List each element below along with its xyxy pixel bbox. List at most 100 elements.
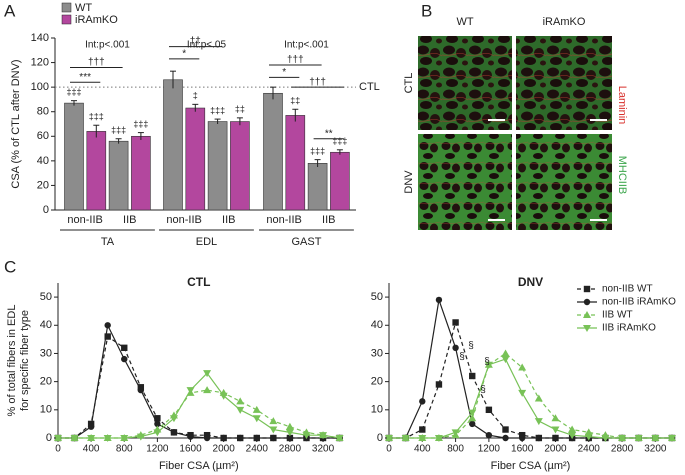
y-tick-label: 10 bbox=[371, 404, 383, 416]
marker bbox=[552, 434, 559, 442]
x-tick-label: 2000 bbox=[213, 444, 236, 455]
annotation: § bbox=[459, 352, 465, 363]
x-tick-label: IIB bbox=[222, 214, 235, 226]
group-label: EDL bbox=[196, 236, 217, 248]
y-tick-label: 30 bbox=[371, 347, 383, 359]
marker bbox=[419, 398, 426, 405]
y-tick-label: 40 bbox=[371, 319, 383, 331]
marker bbox=[418, 435, 427, 442]
panel-label: C bbox=[4, 257, 16, 276]
marker bbox=[401, 435, 410, 442]
image-wt-ctl bbox=[418, 36, 512, 130]
y-axis-label: % of total fibers in EDL bbox=[6, 305, 18, 417]
x-tick-label: non-IIB bbox=[67, 214, 102, 226]
x-tick-label: 2800 bbox=[279, 444, 302, 455]
y-tick-label: 140 bbox=[31, 32, 49, 44]
marker bbox=[534, 394, 543, 402]
legend-swatch bbox=[61, 2, 72, 13]
y-tick-label: 20 bbox=[40, 376, 52, 388]
annotation: § bbox=[480, 385, 486, 396]
column-label: WT bbox=[456, 16, 473, 28]
annotation: § bbox=[468, 341, 474, 352]
marker bbox=[137, 386, 145, 394]
legend-swatch bbox=[61, 14, 72, 25]
marker bbox=[468, 409, 477, 417]
marker bbox=[551, 426, 560, 434]
marker bbox=[70, 435, 79, 442]
significance-mark: ‡‡ bbox=[235, 104, 245, 114]
bracket-label: * bbox=[182, 49, 186, 60]
column-label: iRAmKO bbox=[543, 16, 586, 28]
marker bbox=[634, 435, 643, 442]
y-tick-label: 120 bbox=[31, 56, 49, 68]
bar bbox=[263, 92, 283, 211]
row-label: DNV bbox=[403, 170, 415, 194]
marker bbox=[535, 434, 543, 442]
x-tick-label: 400 bbox=[83, 444, 100, 455]
marker bbox=[203, 434, 211, 442]
bar bbox=[230, 121, 250, 211]
marker bbox=[385, 435, 393, 442]
marker bbox=[584, 433, 593, 441]
marker bbox=[104, 322, 111, 329]
series-line bbox=[389, 320, 672, 439]
marker bbox=[121, 344, 128, 352]
chart-title: CTL bbox=[187, 275, 210, 289]
marker bbox=[452, 344, 459, 352]
x-tick-label: 800 bbox=[447, 444, 464, 455]
bracket-label: *** bbox=[79, 72, 91, 83]
marker bbox=[104, 333, 111, 340]
significance-mark: ‡‡‡ bbox=[210, 105, 225, 115]
bar bbox=[307, 163, 328, 211]
series-line bbox=[389, 352, 672, 439]
marker bbox=[252, 405, 261, 413]
y-tick-label: 0 bbox=[43, 204, 49, 216]
image-ko-ctl bbox=[516, 36, 612, 130]
bracket-label: ††† bbox=[88, 57, 105, 68]
significance-mark: ‡‡‡ bbox=[66, 87, 81, 97]
significance-mark: ‡‡ bbox=[290, 96, 300, 106]
reference-label: CTL bbox=[359, 81, 380, 93]
marker bbox=[103, 435, 112, 442]
marker bbox=[154, 420, 161, 428]
legend-label: IIB iRAmKO bbox=[602, 323, 656, 334]
marker bbox=[583, 325, 591, 332]
marker bbox=[252, 415, 261, 423]
marker bbox=[236, 406, 245, 414]
interaction-label: Int:p<.05 bbox=[187, 40, 227, 51]
bar bbox=[285, 115, 306, 211]
significance-mark: ‡ bbox=[193, 91, 198, 101]
legend-label: iRAmKO bbox=[75, 14, 118, 26]
significance-mark: ‡‡‡ bbox=[133, 119, 148, 129]
marker bbox=[186, 387, 195, 395]
marker bbox=[269, 417, 278, 425]
bar bbox=[131, 135, 151, 211]
panel-label: A bbox=[4, 1, 16, 20]
marker bbox=[87, 423, 95, 430]
marker bbox=[568, 425, 577, 433]
marker bbox=[452, 319, 459, 326]
x-tick-label: 800 bbox=[116, 444, 133, 455]
image-ko-dnv bbox=[516, 134, 612, 230]
x-tick-label: IIB bbox=[123, 214, 136, 226]
y-tick-label: 80 bbox=[37, 106, 49, 118]
interaction-label: Int:p<.001 bbox=[85, 40, 130, 51]
significance-mark: ‡‡‡ bbox=[89, 112, 104, 122]
significance-mark: ‡‡‡ bbox=[111, 125, 126, 135]
y-tick-label: 0 bbox=[377, 432, 383, 444]
bracket-label: ** bbox=[325, 128, 333, 139]
series-line bbox=[58, 335, 340, 439]
marker bbox=[484, 361, 493, 369]
marker bbox=[253, 434, 260, 442]
marker bbox=[502, 434, 509, 442]
marker bbox=[434, 435, 443, 442]
chart-title: DNV bbox=[518, 275, 543, 289]
marker bbox=[501, 349, 510, 357]
stain-label: Laminin bbox=[616, 86, 628, 125]
x-tick-label: 0 bbox=[55, 444, 61, 455]
x-tick-label: 1200 bbox=[146, 444, 169, 455]
x-tick-label: 2000 bbox=[544, 444, 567, 455]
bar bbox=[163, 79, 183, 211]
row-label: CTL bbox=[403, 73, 415, 94]
marker bbox=[170, 429, 178, 436]
